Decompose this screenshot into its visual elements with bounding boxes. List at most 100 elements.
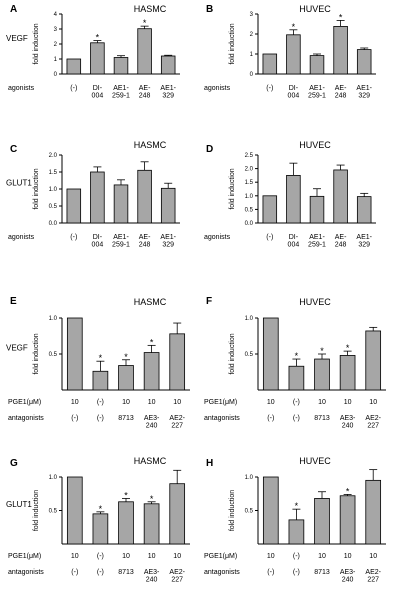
bar (113, 184, 129, 224)
x-tick-label: 8713 (314, 415, 330, 422)
x-tick-label: (-) (293, 553, 300, 560)
y-tick-label: 0.5 (245, 509, 254, 515)
bar (66, 58, 82, 75)
x-tick-label: 10 (71, 399, 79, 406)
x-tick-label: 10 (344, 399, 352, 406)
x-tick-label: 10 (122, 399, 130, 406)
x-tick-label: 8713 (314, 569, 330, 576)
panel-letter: D (206, 144, 213, 155)
x-tick-label: 10 (344, 553, 352, 560)
x-tick-label: (-) (267, 569, 274, 576)
y-tick-label: 2.0 (49, 153, 58, 159)
panel-letter: E (10, 296, 17, 307)
significance-mark: * (346, 486, 350, 496)
significance-mark: * (295, 351, 299, 361)
panel-letter: H (206, 458, 213, 469)
significance-mark: * (96, 33, 100, 43)
significance-mark: * (292, 22, 296, 32)
x-tick-label: (-) (97, 569, 104, 576)
x-row-label: PGE1(μM) (8, 399, 41, 406)
bar (137, 169, 152, 224)
bar (288, 365, 305, 391)
x-tick-label: 10 (318, 553, 326, 560)
panel-F: F HUVEC fold induction 0.5 1.0 * * * PGE1(μM) 10 (… (204, 296, 386, 430)
y-axis-label: fold induction (33, 490, 40, 531)
y-axis-label: fold induction (229, 23, 236, 64)
y-axis-label: fold induction (33, 23, 40, 64)
x-tick-label: 8713 (118, 569, 134, 576)
bar (309, 195, 325, 224)
y-tick-label: 1 (250, 52, 254, 58)
x-tick-label: (-) (71, 569, 78, 576)
x-tick-label: (-) (293, 415, 300, 422)
x-tick-label: AE3-240 (144, 415, 160, 430)
x-tick-label: (-) (293, 569, 300, 576)
y-tick-label: 0.0 (245, 221, 254, 227)
bar (309, 55, 325, 75)
panel-C: C HASMC GLUT1 fold induction 0.0 0.5 1.0 1.5 2.0… (6, 140, 180, 249)
x-row-label: antagonists (204, 415, 240, 422)
bar (314, 498, 330, 545)
significance-mark: * (339, 12, 343, 22)
y-tick-label: 1.0 (49, 187, 58, 193)
x-tick-label: 10 (173, 399, 181, 406)
significance-mark: * (143, 18, 147, 28)
bar (66, 317, 83, 391)
x-tick-label: AE2-227 (169, 415, 185, 430)
panel-letter: B (206, 4, 213, 15)
y-tick-label: 1 (54, 57, 58, 63)
x-tick-label: (-) (97, 415, 104, 422)
y-tick-label: 3 (250, 12, 254, 18)
significance-mark: * (295, 501, 299, 511)
y-tick-label: 2 (250, 32, 254, 38)
x-tick-label: 10 (71, 553, 79, 560)
x-tick-label: 10 (148, 399, 156, 406)
y-tick-label: 0.0 (49, 221, 58, 227)
y-tick-label: 1.5 (49, 170, 58, 176)
bar (339, 495, 356, 545)
bar (169, 333, 186, 391)
y-tick-label: 0.5 (49, 509, 58, 515)
bar (262, 476, 279, 545)
panel-title: HASMC (134, 140, 167, 150)
significance-mark: * (150, 494, 154, 504)
bar (356, 196, 372, 224)
bar (66, 188, 82, 224)
y-axis-label: fold induction (33, 168, 40, 209)
bar (137, 28, 152, 75)
x-tick-label: (-) (97, 553, 104, 560)
x-tick-label: AE3-240 (144, 569, 160, 584)
y-tick-label: 0.5 (49, 204, 58, 210)
bar (92, 370, 109, 391)
x-row-label: agonists (204, 85, 231, 92)
x-tick-label: AE1-259-1 (308, 234, 326, 249)
panel-letter: F (206, 296, 212, 307)
x-row-label: PGE1(μM) (8, 553, 41, 560)
bar (118, 365, 134, 391)
x-tick-label: (-) (70, 234, 77, 241)
bar (365, 479, 382, 545)
significance-mark: * (99, 353, 103, 363)
y-tick-label: 0 (54, 72, 58, 78)
bar (143, 352, 160, 391)
y-tick-label: 0.5 (245, 352, 254, 358)
bar (92, 513, 109, 545)
bar (90, 42, 105, 75)
row-label: GLUT1 (6, 500, 32, 509)
bar (314, 358, 330, 391)
significance-mark: * (124, 352, 128, 362)
y-tick-label: 2.0 (245, 167, 254, 173)
bar (365, 330, 382, 391)
significance-mark: * (346, 343, 350, 353)
panel-E: E HASMC VEGF fold induction 0.5 1.0 * * * PGE1(μM… (6, 296, 190, 430)
bar (262, 195, 278, 224)
x-tick-label: DI-004 (92, 85, 104, 100)
panel-title: HASMC (134, 456, 167, 466)
bar (143, 503, 160, 545)
panel-title: HUVEC (299, 297, 331, 307)
y-tick-label: 1.5 (245, 180, 254, 186)
y-tick-label: 0.5 (245, 207, 254, 213)
x-row-label: PGE1(μM) (204, 553, 237, 560)
bar (333, 169, 348, 224)
